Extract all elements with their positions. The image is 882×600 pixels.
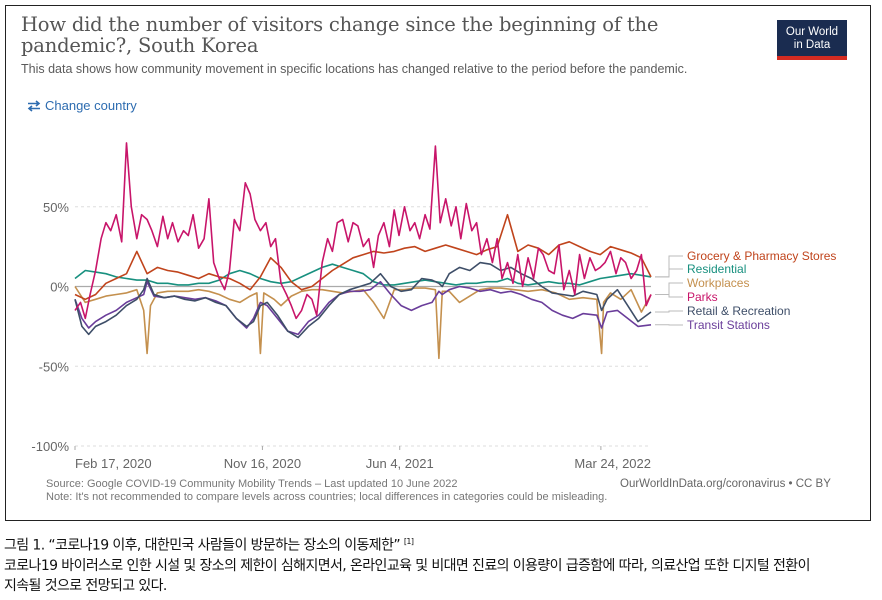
x-tick-label: Nov 16, 2020: [224, 456, 301, 471]
change-country-button[interactable]: Change country: [26, 98, 137, 113]
x-tick-label: Feb 17, 2020: [75, 456, 152, 471]
legend-connector: [655, 268, 683, 278]
y-tick-label: -50%: [39, 359, 70, 374]
series-line-transit[interactable]: [74, 280, 652, 336]
legend-label-residential[interactable]: Residential: [687, 262, 746, 276]
legend-connector: [655, 293, 683, 298]
logo-line2: in Data: [793, 39, 831, 51]
legend-connector: [655, 282, 683, 295]
source-text: Source: Google COVID-19 Community Mobili…: [46, 478, 458, 490]
y-axis: 50% 0% -50% -100%: [31, 200, 69, 454]
grid-lines: [75, 206, 651, 447]
series-lines: [74, 142, 652, 360]
series-line-retail[interactable]: [74, 261, 652, 339]
chart-title: How did the number of visitors change si…: [21, 13, 659, 57]
series-line-residential[interactable]: [74, 263, 652, 286]
chart-card: [5, 5, 871, 521]
y-tick-label: 50%: [43, 200, 69, 215]
x-axis: Feb 17, 2020 Nov 16, 2020 Jun 4, 2021 Mar 2…: [74, 446, 651, 471]
figure-caption: 그림 1. “코로나19 이후, 대한민국 사람들이 방문하는 장소의 이동제한…: [4, 532, 810, 596]
caption-ref[interactable]: [1]: [403, 537, 414, 546]
chart-subtitle: This data shows how community movement i…: [21, 62, 688, 76]
legend-label-parks[interactable]: Parks: [687, 290, 718, 304]
legend-connector: [655, 310, 683, 313]
legend-label-transit[interactable]: Transit Stations: [687, 318, 770, 332]
change-country-label: Change country: [45, 98, 137, 113]
caption-line2: 코로나19 바이러스로 인한 시설 및 장소의 제한이 심해지면서, 온라인교육…: [4, 557, 810, 574]
legend: Grocery & Pharmacy StoresResidentialWork…: [655, 249, 836, 332]
logo-line1: Our World: [785, 26, 839, 38]
note-text: Note: It's not recommended to compare le…: [46, 491, 608, 503]
swap-arrows-icon: [27, 99, 41, 112]
legend-label-retail[interactable]: Retail & Recreation: [687, 304, 790, 318]
caption-title: 그림 1. “코로나19 이후, 대한민국 사람들이 방문하는 장소의 이동제한…: [4, 537, 401, 554]
caption-line3: 지속될 것으로 전망되고 있다.: [4, 577, 167, 594]
x-tick-label: Jun 4, 2021: [366, 456, 434, 471]
source-note: Source: Google COVID-19 Community Mobili…: [46, 478, 607, 504]
owid-url-link[interactable]: OurWorldInData.org/coronavirus • CC BY: [620, 478, 831, 490]
legend-label-workplaces[interactable]: Workplaces: [687, 276, 749, 290]
line-chart: 50% 0% -50% -100% Feb 17, 2020 Nov 16, 2020 J…: [31, 142, 836, 471]
legend-label-grocery[interactable]: Grocery & Pharmacy Stores: [687, 249, 836, 263]
series-line-grocery[interactable]: [74, 213, 652, 301]
y-tick-label: -100%: [31, 439, 69, 454]
series-line-parks[interactable]: [74, 142, 652, 320]
y-tick-label: 0%: [50, 280, 69, 295]
owid-logo[interactable]: Our World in Data: [777, 20, 847, 60]
x-tick-label: Mar 24, 2022: [574, 456, 651, 471]
